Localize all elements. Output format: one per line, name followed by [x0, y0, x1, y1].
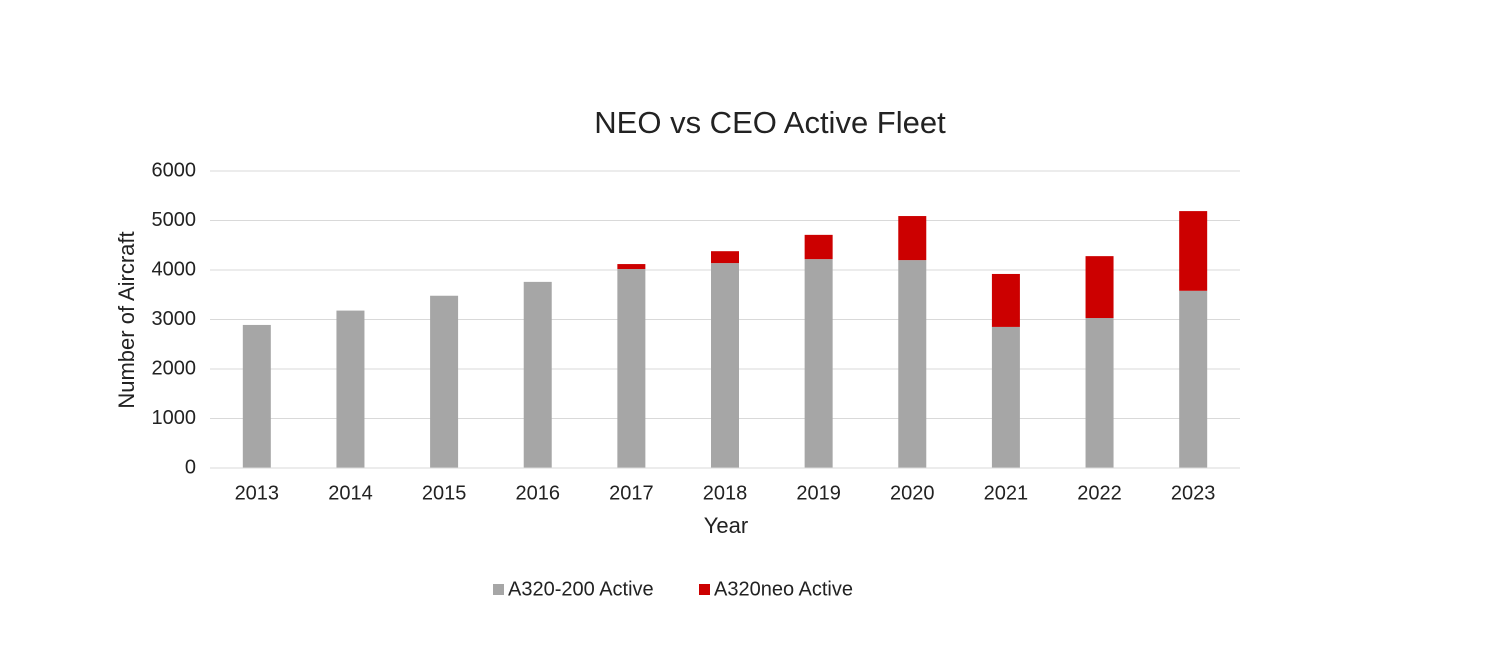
x-tick-label: 2021: [984, 482, 1029, 504]
y-tick-label: 4000: [152, 258, 197, 280]
bar-segment: [898, 260, 927, 468]
x-axis-label: Year: [704, 513, 748, 538]
y-tick-label: 5000: [152, 209, 197, 231]
legend-swatch: [699, 584, 710, 595]
bar-segment: [711, 251, 739, 264]
x-tick-label: 2015: [422, 482, 467, 504]
x-tick-label: 2020: [890, 482, 935, 504]
x-tick-label: 2016: [515, 482, 560, 504]
bar-segment: [1179, 290, 1208, 468]
y-tick-label: 2000: [152, 357, 197, 379]
x-tick-label: 2018: [703, 482, 748, 504]
bar-segment: [804, 259, 833, 468]
bar-segment: [991, 273, 1020, 327]
bar-segment: [804, 234, 833, 260]
y-tick-label: 0: [185, 456, 196, 478]
x-tick-label: 2014: [328, 482, 373, 504]
y-tick-label: 6000: [152, 159, 197, 181]
bar-segment: [523, 281, 552, 468]
x-tick-label: 2013: [235, 482, 280, 504]
bar-segment: [242, 324, 271, 468]
x-tick-label: 2022: [1077, 482, 1122, 504]
y-axis-label: Number of Aircraft: [114, 231, 139, 408]
x-tick-label: 2017: [609, 482, 654, 504]
bar-segment: [617, 269, 646, 468]
bar-segment: [617, 264, 646, 270]
chart-title: NEO vs CEO Active Fleet: [594, 105, 946, 140]
y-tick-label: 1000: [152, 407, 197, 429]
legend-label: A320neo Active: [714, 578, 853, 600]
x-tick-label: 2023: [1171, 482, 1216, 504]
bar-segment: [336, 310, 365, 468]
x-tick-label: 2019: [796, 482, 841, 504]
bar-segment: [1179, 211, 1208, 291]
y-tick-label: 3000: [152, 308, 197, 330]
bar-segment: [1085, 256, 1114, 319]
bar-segment: [711, 263, 739, 468]
legend-label: A320-200 Active: [508, 578, 654, 600]
bar-segment: [430, 295, 459, 468]
legend-swatch: [493, 584, 504, 595]
bar-segment: [991, 326, 1020, 468]
bar-segment: [1085, 318, 1114, 468]
bar-segment: [898, 216, 927, 261]
